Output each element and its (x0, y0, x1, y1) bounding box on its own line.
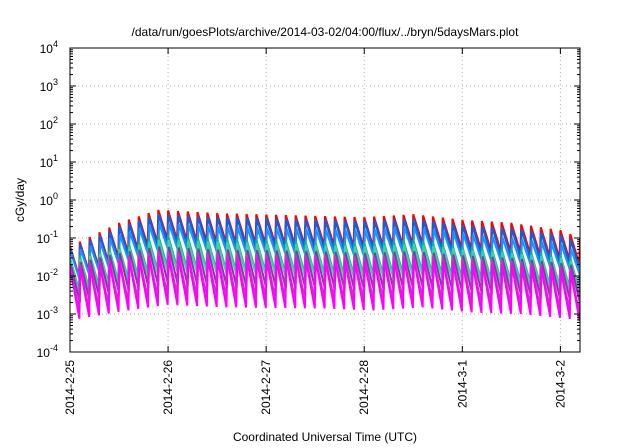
y-axis-ticks: 10-4 10-3 10-2 10-1 100 101 102 103 104 (37, 39, 580, 360)
x-tick-label: 2014-2-26 (161, 360, 175, 415)
y-tick-label: 10-3 (37, 305, 58, 322)
y-tick-label: 104 (40, 39, 58, 56)
y-tick-label: 10-1 (37, 229, 58, 246)
y-axis-label: cGy/day (13, 178, 27, 222)
y-tick-label: 101 (40, 153, 58, 170)
x-axis-ticks: 2014-2-25 2014-2-26 2014-2-27 2014-2-28 2014… (63, 48, 567, 415)
y-tick-label: 103 (40, 77, 58, 94)
x-tick-label: 2014-3-2 (553, 360, 567, 408)
series-line (70, 255, 580, 321)
x-tick-label: 2014-2-28 (357, 360, 371, 415)
x-axis-label: Coordinated Universal Time (UTC) (233, 430, 417, 444)
x-tick-label: 2014-2-27 (259, 360, 273, 415)
y-tick-label: 10-4 (37, 343, 58, 360)
series-lines (70, 209, 580, 321)
y-tick-label: 10-2 (37, 267, 58, 284)
chart-title: /data/run/goesPlots/archive/2014-03-02/0… (132, 25, 520, 39)
x-tick-label: 2014-3-1 (455, 360, 469, 408)
y-tick-label: 102 (40, 115, 58, 132)
x-tick-label: 2014-2-25 (63, 360, 77, 415)
y-tick-label: 100 (40, 191, 58, 208)
